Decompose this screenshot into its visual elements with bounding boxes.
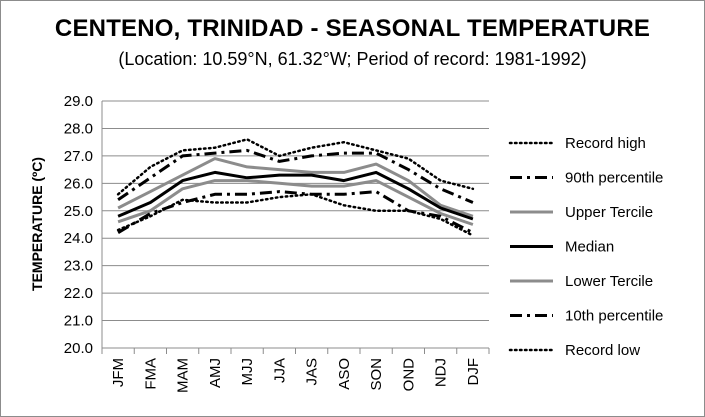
- series-line-record-low: [116, 193, 475, 237]
- legend-label-lower-tercile: Lower Tercile: [565, 273, 653, 290]
- x-tick-label: SON: [368, 358, 385, 391]
- series-line-upper-tercile: [117, 157, 474, 218]
- legend-label-record-low: Record low: [565, 342, 640, 359]
- series-line-lower-tercile: [117, 179, 474, 226]
- series-line-90th-percentile: [117, 148, 474, 204]
- y-tick-label: 25.0: [64, 203, 93, 220]
- x-tick-label: JJA: [271, 358, 288, 383]
- x-tick-label: MAM: [175, 358, 192, 393]
- x-tick-label: DJF: [465, 358, 482, 386]
- y-tick-label: 28.0: [64, 120, 93, 137]
- y-tick-label: 27.0: [64, 148, 93, 165]
- x-tick-label: JAS: [304, 358, 321, 386]
- x-tick-label: MJJ: [239, 358, 256, 386]
- chart-subtitle: (Location: 10.59°N, 61.32°W; Period of r…: [118, 49, 587, 69]
- x-tick-label: JFM: [110, 358, 127, 387]
- y-tick-label: 29.0: [64, 93, 93, 110]
- legend-label-record-high: Record high: [565, 135, 646, 152]
- legend-label-10th-percentile: 10th percentile: [565, 308, 663, 325]
- y-tick-label: 21.0: [64, 313, 93, 330]
- x-tick-label: AMJ: [207, 358, 224, 388]
- x-tick-label: OND: [400, 358, 417, 392]
- x-tick-label: NDJ: [433, 358, 450, 387]
- legend-label-90th-percentile: 90th percentile: [565, 170, 663, 187]
- legend-label-upper-tercile: Upper Tercile: [565, 204, 653, 221]
- legend-label-median: Median: [565, 239, 614, 256]
- series-line-record-high: [116, 138, 475, 196]
- y-tick-label: 23.0: [64, 258, 93, 275]
- y-tick-label: 20.0: [64, 340, 93, 357]
- series-line-median: [117, 170, 474, 221]
- y-tick-label: 24.0: [64, 230, 93, 247]
- y-tick-label: 22.0: [64, 285, 93, 302]
- y-tick-label: 26.0: [64, 175, 93, 192]
- x-tick-label: FMA: [142, 358, 159, 390]
- x-tick-label: ASO: [336, 358, 353, 390]
- chart-title: CENTENO, TRINIDAD - SEASONAL TEMPERATURE: [54, 15, 651, 42]
